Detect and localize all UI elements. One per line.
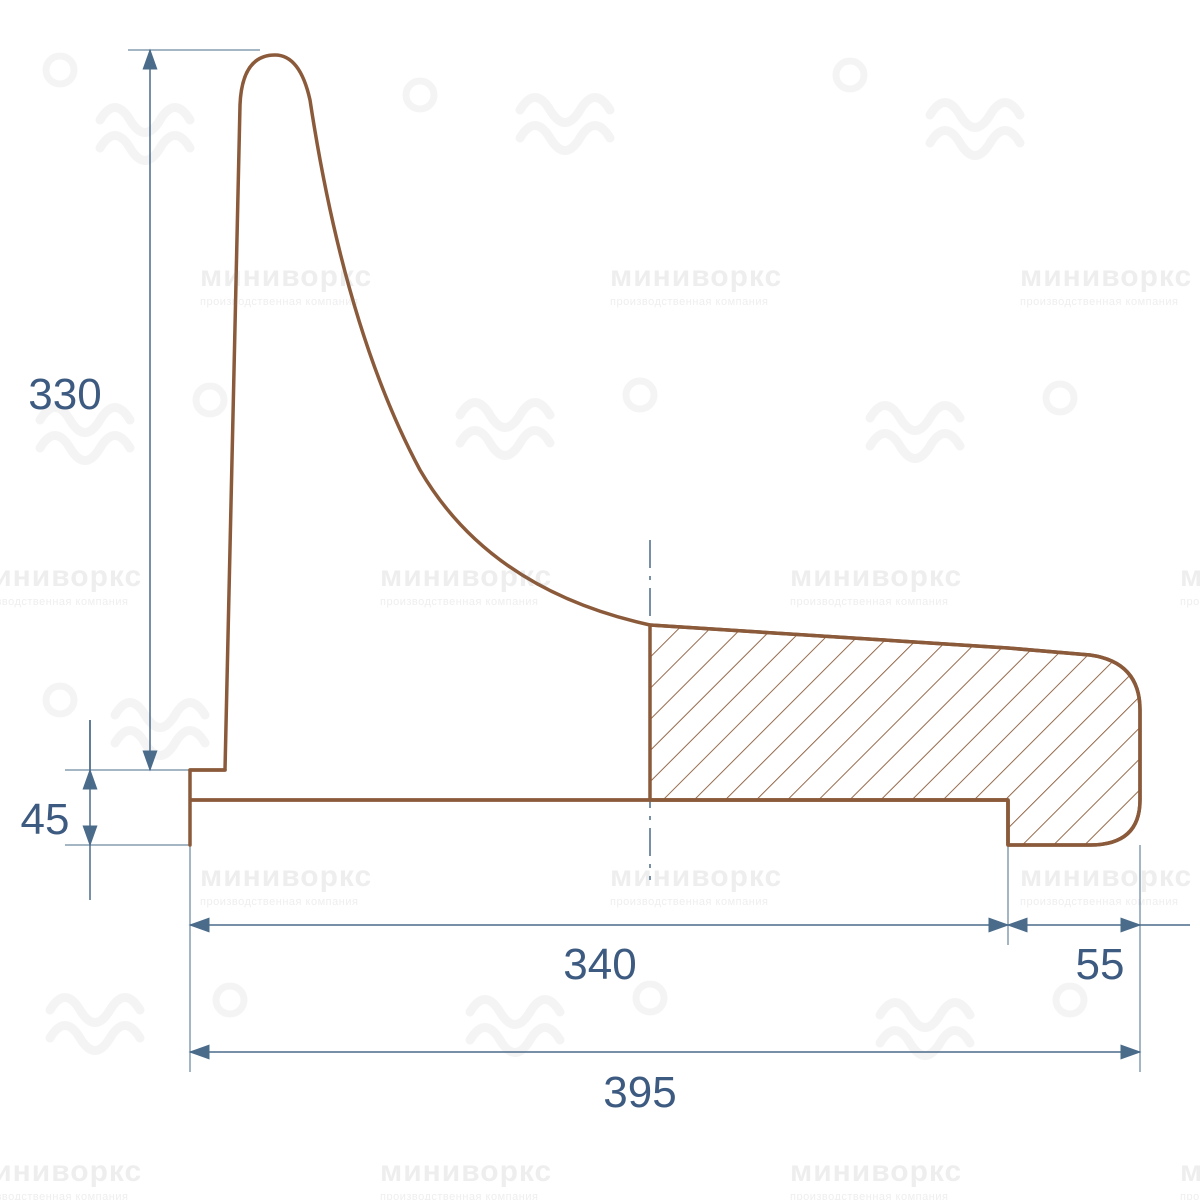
dim-330: 330 (10, 370, 120, 420)
watermark-instance: миниворкс производственная компания (610, 260, 782, 308)
watermark-sub-text: производственная компания (0, 596, 142, 608)
watermark-main-text: миниворкс (200, 260, 372, 294)
watermark-sub-text: производственная компания (380, 596, 552, 608)
watermark-sub-text: производственная компания (610, 296, 782, 308)
watermark-main-text: миниворкс (1180, 1155, 1200, 1189)
watermark-sub-text: производственная компания (610, 896, 782, 908)
watermark-instance: миниворкс производственная компания (610, 860, 782, 908)
watermark-instance: миниворкс производственная компания (1180, 560, 1200, 608)
watermark-sub-text: производственная компания (0, 1191, 142, 1200)
watermark-main-text: миниворкс (790, 1155, 962, 1189)
watermark-sub-text: производственная компания (200, 896, 372, 908)
dim-340: 340 (520, 940, 680, 990)
watermark-main-text: миниворкс (1020, 860, 1192, 894)
watermark-main-text: миниворкс (1180, 560, 1200, 594)
watermark-main-text: миниворкс (200, 860, 372, 894)
watermark-main-text: миниворкс (1020, 260, 1192, 294)
watermark-sub-text: производственная компания (790, 596, 962, 608)
extension-lines (65, 50, 1140, 1072)
dim-395: 395 (560, 1068, 720, 1118)
watermark-instance: миниворкс производственная компания (1180, 1155, 1200, 1200)
section-hatch (650, 625, 1140, 845)
watermark-instance: миниворкс производственная компания (200, 260, 372, 308)
watermark-main-text: миниворкс (0, 1155, 142, 1189)
watermark-instance: миниворкс производственная компания (790, 1155, 962, 1200)
watermark-main-text: миниворкс (0, 560, 142, 594)
watermark-instance: миниворкс производственная компания (790, 560, 962, 608)
watermark-main-text: миниворкс (380, 1155, 552, 1189)
dim-55: 55 (1060, 940, 1140, 990)
watermark-instance: миниворкс производственная компания (380, 1155, 552, 1200)
watermark-instance: миниворкс производственная компания (1020, 260, 1192, 308)
watermark-main-text: миниворкс (610, 260, 782, 294)
watermark-sub-text: производственная компания (1180, 596, 1200, 608)
watermark-main-text: миниворкс (610, 860, 782, 894)
watermark-instance: миниворкс производственная компания (380, 560, 552, 608)
watermark-sub-text: производственная компания (1020, 296, 1192, 308)
watermark-sub-text: производственная компания (1020, 896, 1192, 908)
technical-drawing-canvas: { "dimensions": { "height_main": { "valu… (0, 0, 1200, 1200)
watermark-instance: миниворкс производственная компания (1020, 860, 1192, 908)
watermark-sub-text: производственная компания (200, 296, 372, 308)
watermark-main-text: миниворкс (790, 560, 962, 594)
watermark-instance: миниворкс производственная компания (0, 1155, 142, 1200)
drawing-svg (0, 0, 1200, 1200)
watermark-sub-text: производственная компания (1180, 1191, 1200, 1200)
watermark-sub-text: производственная компания (790, 1191, 962, 1200)
dim-45: 45 (10, 795, 80, 845)
watermark-main-text: миниворкс (380, 560, 552, 594)
watermark-instance: миниворкс производственная компания (200, 860, 372, 908)
watermark-sub-text: производственная компания (380, 1191, 552, 1200)
watermark-instance: миниворкс производственная компания (0, 560, 142, 608)
